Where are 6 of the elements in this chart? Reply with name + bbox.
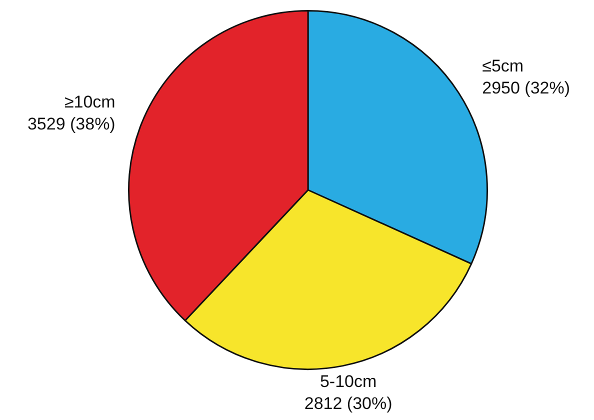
data-label: 3529 (38%) xyxy=(27,114,116,134)
slice-label: 5-10cm xyxy=(320,372,377,391)
data-label: 2950 (32%) xyxy=(482,78,570,98)
slice-label: ≤5cm xyxy=(482,56,524,76)
slice-label: ≥10cm xyxy=(64,92,116,112)
data-label: 2812 (30%) xyxy=(304,394,392,413)
